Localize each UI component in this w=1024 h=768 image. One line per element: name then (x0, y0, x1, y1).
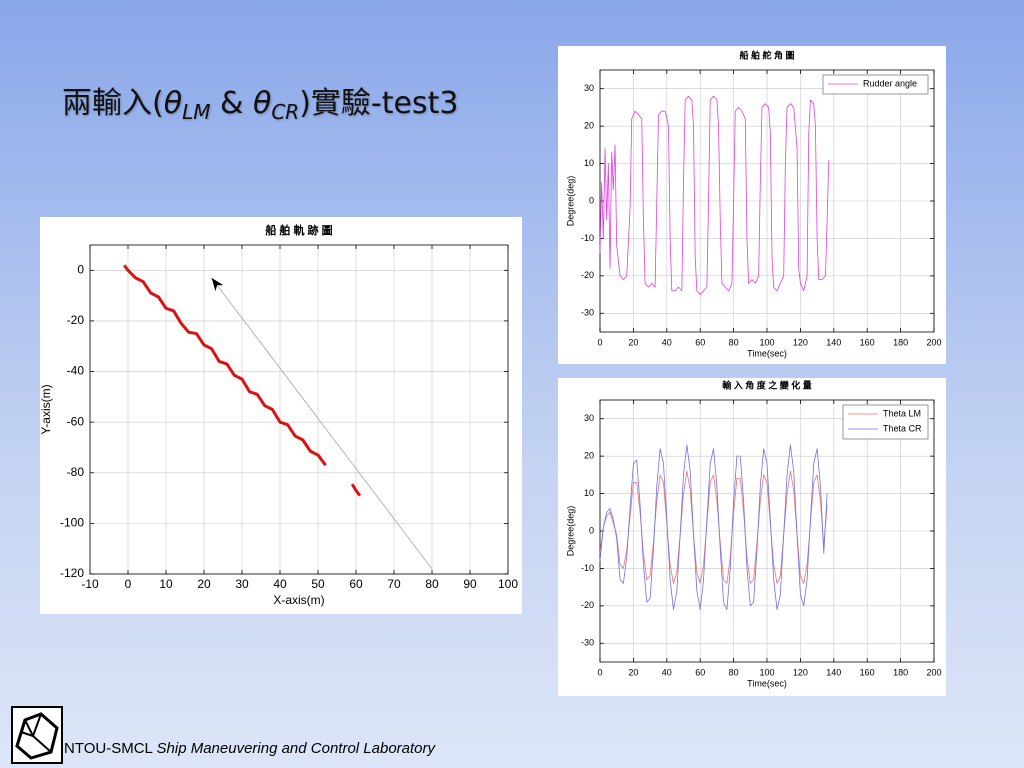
x-axis-label: X-axis(m) (273, 593, 324, 607)
y-tick-label: -20 (581, 600, 594, 610)
x-tick-label: 100 (498, 577, 518, 591)
x-tick-label: 60 (695, 337, 705, 347)
x-tick-label: 20 (197, 577, 211, 591)
footer: NTOU-SMCL Ship Maneuvering and Control L… (64, 740, 435, 757)
legend-label: Rudder angle (863, 78, 917, 88)
footer-org: NTOU-SMCL (64, 740, 153, 757)
y-tick-label: -20 (581, 270, 594, 280)
plot-border (599, 69, 935, 333)
x-tick-label: -10 (81, 577, 99, 591)
y-tick-label: -100 (60, 516, 84, 530)
x-tick-label: 40 (662, 667, 672, 677)
x-tick-label: 80 (729, 667, 739, 677)
title-theta: θ (163, 86, 183, 121)
data-line (599, 95, 830, 295)
x-tick-label: 160 (860, 337, 875, 347)
y-tick-label: -80 (67, 465, 85, 479)
x-tick-label: 90 (463, 577, 477, 591)
data-line (123, 264, 362, 497)
x-tick-label: 0 (597, 337, 602, 347)
logo-ship-lines (20, 713, 52, 753)
x-tick-label: 0 (125, 577, 132, 591)
y-tick-label: -10 (581, 563, 594, 573)
x-tick-label: 80 (729, 337, 739, 347)
title-theta: θ (252, 86, 272, 121)
chart-title: 船 舶 軌 跡 圖 (265, 223, 332, 237)
y-axis-label: Degree(deg) (565, 176, 575, 227)
x-axis-label: Time(sec) (747, 348, 787, 358)
legend-box (822, 74, 929, 95)
data-line (599, 444, 828, 610)
y-tick-label: -20 (67, 313, 85, 327)
x-tick-label: 60 (349, 577, 363, 591)
x-tick-label: 100 (759, 667, 774, 677)
x-tick-label: 40 (273, 577, 287, 591)
legend-label: Theta LM (883, 408, 921, 418)
x-tick-label: 100 (759, 337, 774, 347)
title-text: & (210, 86, 253, 121)
y-tick-label: -40 (67, 364, 85, 378)
y-tick-label: 0 (77, 262, 84, 276)
plot-border (89, 244, 509, 575)
y-tick-label: -60 (67, 414, 85, 428)
y-tick-label: 0 (589, 525, 594, 535)
arrow-head (211, 277, 224, 292)
x-tick-label: 140 (826, 337, 841, 347)
data-line (599, 470, 828, 584)
legend-label: Theta CR (883, 423, 922, 433)
x-tick-label: 180 (893, 667, 908, 677)
charts: -10 0 10 20 30 40 50 60 70 80 90 100-120-100-80-60-… (39, 49, 942, 689)
x-tick-label: 20 (628, 337, 638, 347)
x-tick-label: 120 (793, 337, 808, 347)
legend-box (842, 404, 929, 440)
plot-border (599, 399, 935, 663)
title-sub: LM (182, 100, 211, 124)
x-tick-label: 160 (860, 667, 875, 677)
y-tick-label: -30 (581, 638, 594, 648)
x-tick-label: 40 (662, 337, 672, 347)
y-axis-label: Y-axis(m) (39, 384, 53, 434)
y-tick-label: 20 (584, 451, 594, 461)
x-tick-label: 120 (793, 667, 808, 677)
x-tick-label: 60 (695, 667, 705, 677)
y-tick-label: -120 (60, 566, 84, 580)
footer-lab: Ship Maneuvering and Control Laboratory (156, 740, 436, 757)
chart-title: 輸 入 角 度 之 變 化 量 (722, 379, 812, 390)
y-tick-label: -30 (581, 308, 594, 318)
x-tick-label: 0 (597, 667, 602, 677)
y-tick-label: 10 (584, 158, 594, 168)
y-tick-label: -10 (581, 233, 594, 243)
y-tick-label: 10 (584, 488, 594, 498)
y-tick-label: 30 (584, 83, 594, 93)
x-tick-label: 200 (926, 337, 941, 347)
chart-title: 船 舶 舵 角 圖 (739, 49, 794, 60)
y-axis-label: Degree(deg) (565, 506, 575, 557)
slide-title: 兩輸入(θLM & θCR)實驗-test3 (62, 78, 458, 124)
x-tick-label: 180 (893, 337, 908, 347)
data-line (211, 277, 433, 570)
x-tick-label: 140 (826, 667, 841, 677)
x-axis-label: Time(sec) (747, 678, 787, 688)
x-tick-label: 200 (926, 667, 941, 677)
title-sub: CR (271, 100, 300, 124)
x-tick-label: 80 (425, 577, 439, 591)
y-tick-label: 0 (589, 195, 594, 205)
x-tick-label: 30 (235, 577, 249, 591)
y-tick-label: 20 (584, 121, 594, 131)
logo (11, 706, 63, 764)
x-tick-label: 70 (387, 577, 401, 591)
title-text: )實驗-test3 (299, 86, 459, 121)
x-tick-label: 50 (311, 577, 325, 591)
title-text: 兩輸入( (62, 86, 164, 121)
y-tick-label: 30 (584, 413, 594, 423)
x-tick-label: 20 (628, 667, 638, 677)
x-tick-label: 10 (159, 577, 173, 591)
